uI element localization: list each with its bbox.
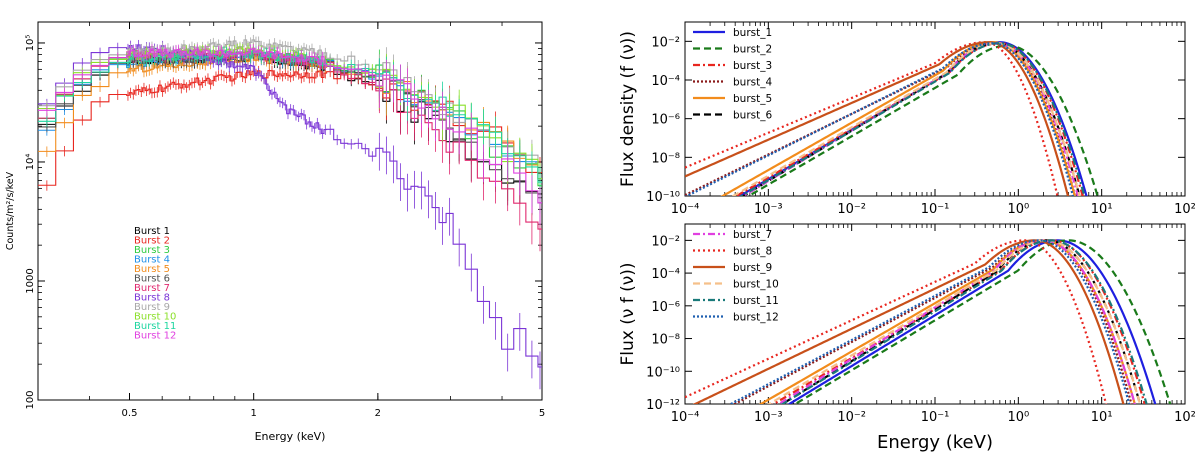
x-tick-label: 10⁰ xyxy=(1007,410,1029,425)
x-tick-label: 10⁻¹ xyxy=(921,202,950,217)
left-y-axis-label: Counts/m²/s/keV xyxy=(5,171,16,250)
y-tick-label: 10⁻⁸ xyxy=(651,151,680,166)
legend-burst-4: Burst 4 xyxy=(134,255,170,266)
legend-burst-11: Burst 11 xyxy=(134,321,176,332)
series-burst-11 xyxy=(38,50,542,183)
legend-burst-5: burst_5 xyxy=(733,93,772,105)
legend-burst-2: Burst 2 xyxy=(134,236,170,247)
left-plot-frame xyxy=(37,21,543,401)
series-burst-5 xyxy=(758,239,1136,404)
x-tick-label: 1 xyxy=(250,408,256,419)
series-burst-1 xyxy=(787,239,1157,404)
legend-burst-11: burst_11 xyxy=(733,295,779,307)
legend-burst-3: burst_3 xyxy=(733,60,772,72)
flux-density-panel: 10⁻⁴ 10⁻³ 10⁻² 10⁻¹ 10⁰ 10¹ 10² 10⁻¹⁰ 10⁻⁸ 10⁻⁶ 10… xyxy=(618,21,1196,217)
series-burst-7 xyxy=(38,50,542,230)
x-tick-label: 10⁰ xyxy=(1007,202,1029,217)
series-burst-8 xyxy=(38,44,542,368)
legend-burst-12: Burst 12 xyxy=(134,331,176,342)
series-burst-1 xyxy=(38,54,542,195)
series-burst-12 xyxy=(38,48,542,204)
x-tick-label: 10² xyxy=(1174,202,1196,217)
y-tick-label: 10⁵ xyxy=(25,35,36,52)
legend-burst-7: burst_7 xyxy=(733,229,772,241)
series-burst-12 xyxy=(685,42,1075,196)
y-tick-label: 10⁻⁶ xyxy=(651,300,680,315)
series-burst-5 xyxy=(720,41,1076,196)
x-tick-label: 10⁻³ xyxy=(754,410,783,425)
x-tick-label: 10¹ xyxy=(1091,202,1113,217)
flux-density-y-axis-label: Flux density (f (ν)) xyxy=(618,31,638,187)
y-tick-label: 10⁴ xyxy=(25,154,36,171)
legend-burst-7: Burst 7 xyxy=(134,283,170,294)
x-tick-label: 10⁻⁴ xyxy=(671,410,700,425)
series-burst-11 xyxy=(739,42,1086,196)
legend-burst-10: burst_10 xyxy=(733,279,779,291)
series-burst-5 xyxy=(38,55,542,180)
legend-burst-2: burst_2 xyxy=(733,44,772,56)
y-tick-label: 10⁻⁸ xyxy=(651,333,680,348)
legend-burst-3: Burst 3 xyxy=(134,245,170,256)
series-burst-10 xyxy=(766,239,1142,404)
series-burst-8 xyxy=(685,41,1059,196)
series-burst-9 xyxy=(692,239,1125,404)
legend-burst-6: burst_6 xyxy=(733,110,772,122)
x-tick-label: 10⁻³ xyxy=(754,202,783,217)
flux-y-axis-label: Flux (ν f (ν)) xyxy=(618,262,638,365)
y-tick-label: 10⁻² xyxy=(651,35,680,50)
series-burst-11 xyxy=(780,239,1148,404)
series-burst-9 xyxy=(685,41,1070,196)
series-burst-2 xyxy=(746,44,1099,196)
y-tick-label: 10⁻¹⁰ xyxy=(646,365,680,380)
left-x-axis-label: Energy (keV) xyxy=(255,430,326,443)
series-burst-7 xyxy=(776,239,1136,404)
y-tick-label: 10⁻¹² xyxy=(646,398,680,413)
series-burst-2 xyxy=(793,239,1172,404)
y-tick-label: 10⁻⁴ xyxy=(651,267,680,282)
series-burst-10 xyxy=(731,42,1081,196)
x-tick-label: 10² xyxy=(1174,410,1196,425)
legend-burst-5: Burst 5 xyxy=(134,264,170,275)
legend-burst-12: burst_12 xyxy=(733,312,779,324)
y-tick-label: 1000 xyxy=(25,268,36,293)
flux-panel: 10⁻⁴ 10⁻³ 10⁻² 10⁻¹ 10⁰ 10¹ 10² 10⁻¹² 10⁻¹⁰ 10⁻⁸ 1… xyxy=(618,223,1196,453)
legend-burst-8: burst_8 xyxy=(733,246,772,258)
y-tick-label: 10⁻⁴ xyxy=(651,74,680,89)
x-tick-label: 10⁻² xyxy=(837,202,866,217)
x-tick-label: 10⁻⁴ xyxy=(671,202,700,217)
legend-burst-9: burst_9 xyxy=(733,262,772,274)
series-burst-8-errorbars xyxy=(46,39,541,390)
y-tick-label: 100 xyxy=(25,390,36,409)
x-tick-label: 10⁻² xyxy=(837,410,866,425)
y-tick-label: 10⁻⁶ xyxy=(651,113,680,128)
series-burst-6 xyxy=(780,239,1142,404)
y-tick-label: 10⁻¹⁰ xyxy=(646,190,680,205)
legend-burst-6: Burst 6 xyxy=(134,274,170,285)
legend-burst-10: Burst 10 xyxy=(134,312,176,323)
x-tick-label: 0.5 xyxy=(122,408,138,419)
legend-burst-1: burst_1 xyxy=(733,27,772,39)
legend-burst-9: Burst 9 xyxy=(134,302,170,313)
legend-burst-4: burst_4 xyxy=(733,77,772,89)
legend-burst-1: Burst 1 xyxy=(134,226,170,237)
series-burst-8 xyxy=(685,239,1108,404)
x-tick-label: 2 xyxy=(375,408,381,419)
legend-burst-8: Burst 8 xyxy=(134,293,170,304)
x-tick-label: 10¹ xyxy=(1091,410,1113,425)
flux-x-axis-label: Energy (keV) xyxy=(877,432,993,453)
x-tick-label: 10⁻¹ xyxy=(921,410,950,425)
y-tick-label: 10⁻² xyxy=(651,234,680,249)
x-tick-label: 5 xyxy=(539,408,545,419)
